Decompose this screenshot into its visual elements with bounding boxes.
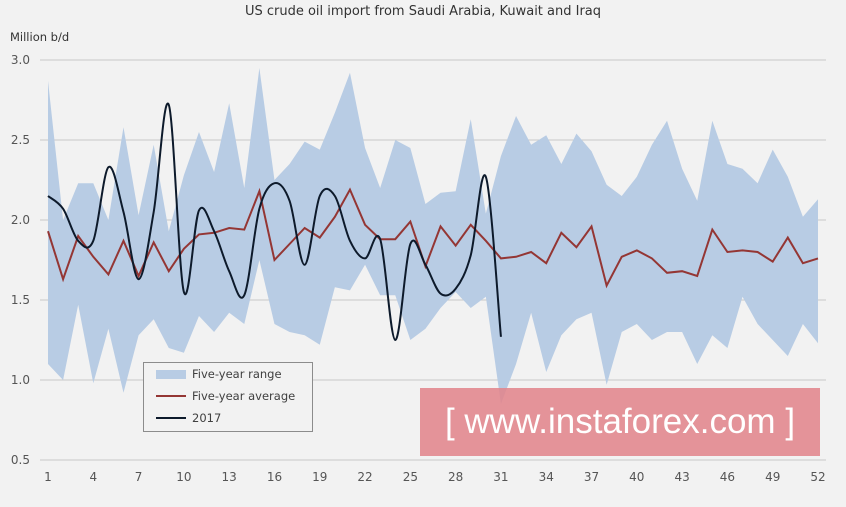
legend-swatch-average (156, 395, 186, 397)
five-year-average-line (47, 187, 819, 289)
x-tick-label: 37 (584, 470, 599, 484)
legend-swatch-range (156, 369, 186, 379)
x-tick-label: 4 (89, 470, 97, 484)
legend-label-range: Five-year range (192, 367, 282, 381)
x-tick-label: 1 (44, 470, 52, 484)
y-tick-label: 0.5 (11, 453, 30, 467)
x-tick-label: 34 (539, 470, 554, 484)
line-2017 (47, 102, 502, 342)
x-tick-label: 31 (493, 470, 508, 484)
watermark: [ www.instaforex.com ] (420, 388, 820, 456)
x-tick-label: 46 (720, 470, 735, 484)
y-axis-label: Million b/d (10, 30, 70, 44)
x-tick-label: 22 (357, 470, 372, 484)
x-tick-label: 52 (810, 470, 825, 484)
legend-item-average: Five-year average (156, 389, 295, 403)
legend-label-average: Five-year average (192, 389, 296, 403)
legend: Five-year range Five-year average 2017 (143, 362, 313, 432)
x-tick-label: 28 (448, 470, 463, 484)
y-tick-label: 1.5 (11, 293, 30, 307)
x-tick-label: 40 (629, 470, 644, 484)
x-tick-label: 19 (312, 470, 327, 484)
x-tick-label: 43 (674, 470, 689, 484)
chart-title: US crude oil import from Saudi Arabia, K… (244, 4, 602, 19)
legend-label-2017: 2017 (192, 411, 222, 425)
y-tick-label: 2.0 (11, 213, 30, 227)
x-tick-label: 13 (222, 470, 237, 484)
legend-item-2017: 2017 (156, 411, 221, 425)
legend-swatch-2017 (156, 417, 186, 419)
five-year-range-area (48, 68, 818, 404)
x-tick-label: 10 (176, 470, 191, 484)
x-tick-label: 7 (135, 470, 143, 484)
x-tick-label: 16 (267, 470, 282, 484)
x-tick-label: 25 (403, 470, 418, 484)
legend-item-range: Five-year range (156, 367, 282, 381)
y-tick-label: 3.0 (11, 53, 30, 67)
x-tick-label: 49 (765, 470, 780, 484)
y-tick-label: 2.5 (11, 133, 30, 147)
y-tick-label: 1.0 (11, 373, 30, 387)
